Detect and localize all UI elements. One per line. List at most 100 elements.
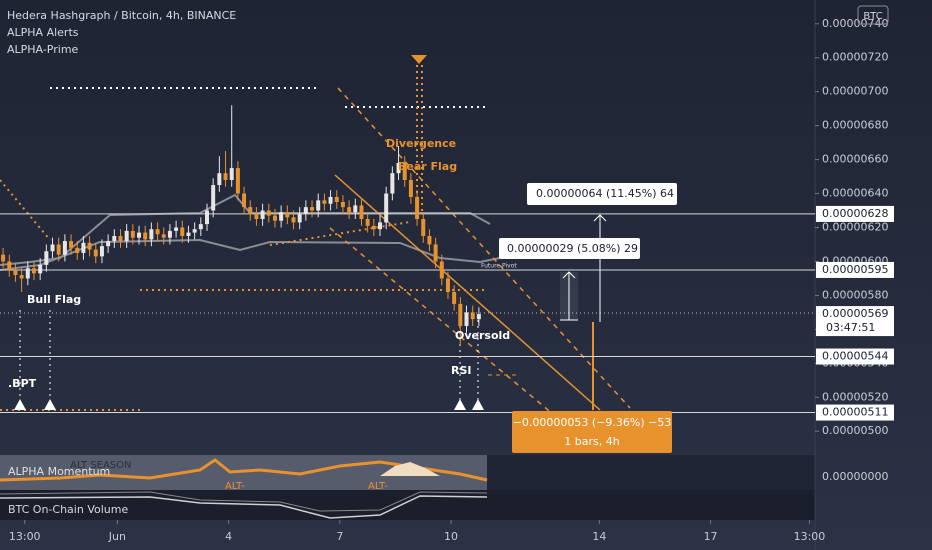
candle-body (285, 212, 290, 218)
candle-body (433, 244, 438, 262)
candle-body (365, 219, 370, 226)
candle-body (439, 261, 444, 279)
candle-body (297, 213, 302, 223)
candle-body (149, 229, 154, 240)
candle-body (390, 173, 395, 194)
candle-body (476, 314, 481, 320)
candle-body (340, 202, 345, 208)
candle-body (452, 292, 457, 304)
indicator-name: ALPHA-Prime (7, 43, 79, 56)
candle-body (242, 193, 247, 208)
candle-body (217, 173, 222, 186)
candle-body (353, 205, 358, 213)
candle-body (235, 168, 240, 194)
candle-body (334, 196, 339, 203)
candle-body (384, 193, 389, 223)
y-tick-label: 0.00000680 (822, 119, 888, 132)
candle-body (161, 234, 166, 238)
candle-body (396, 162, 401, 174)
candle-body (347, 207, 352, 213)
candle-body (204, 210, 209, 225)
annotation: Oversold (455, 329, 510, 342)
candle-body (167, 230, 172, 238)
candle-body (130, 230, 135, 238)
y-tick-label: 0.00000520 (822, 390, 888, 403)
price-box (816, 261, 894, 278)
candle-body (31, 268, 36, 274)
countdown: 03:47:51 (826, 321, 875, 334)
y-tick-label: 0.00000740 (822, 17, 888, 30)
candle-body (174, 227, 179, 231)
y-tick-label: 0.00000500 (822, 424, 888, 437)
x-tick-label: 4 (225, 530, 232, 543)
candle-body (272, 215, 277, 221)
x-tick-label: 17 (704, 530, 718, 543)
candle-body (378, 222, 383, 230)
candle-body (254, 213, 259, 220)
candle-body (13, 269, 18, 276)
measure-box (499, 238, 640, 259)
candle-body (62, 241, 67, 255)
candle-body (316, 200, 321, 211)
candle-body (192, 229, 197, 233)
price-box (816, 404, 894, 421)
candle-body (470, 312, 475, 320)
currency-label: BTC (863, 11, 882, 22)
measure-label: 0.00000064 (11.45%) 64 (536, 187, 674, 200)
y-tick-label: 0.00000720 (822, 51, 888, 64)
pane-axis-label: 0.00000000 (822, 470, 888, 483)
candle-body (56, 244, 61, 255)
candle-body (198, 224, 203, 230)
candle-body (87, 242, 92, 250)
x-tick-label: 10 (444, 530, 458, 543)
volume-pane (0, 490, 815, 520)
y-tick-label: 0.00000620 (822, 221, 888, 234)
last-price-box (816, 306, 894, 337)
candle-body (229, 168, 234, 180)
measure-box (527, 183, 677, 205)
candle-body (421, 219, 426, 236)
candle-body (260, 210, 265, 220)
price-box (816, 348, 894, 365)
candle-body (75, 247, 80, 253)
candle-body (427, 235, 432, 245)
y-tick-label: 0.00000580 (822, 288, 888, 301)
volume-line (0, 495, 488, 519)
indicator-name: ALPHA Alerts (7, 26, 79, 39)
candle-body (81, 242, 86, 253)
candle-body (322, 200, 327, 204)
currency-button[interactable] (857, 5, 889, 25)
candle-body (44, 251, 49, 265)
x-tick-label: 13:00 (794, 530, 826, 543)
candle-body (143, 232, 148, 240)
annotation: Bear Flag (398, 160, 457, 173)
candle-body (69, 241, 74, 248)
candle-body (38, 264, 43, 274)
candle-body (124, 230, 129, 242)
price-label: 0.00000628 (822, 207, 888, 220)
candle-body (25, 268, 30, 279)
annotation: Future Pivot (481, 263, 517, 270)
candle-body (266, 210, 271, 216)
candle-body (211, 185, 216, 211)
candle-body (106, 241, 111, 247)
annotation: Divergence (386, 137, 456, 150)
candle-body (291, 217, 296, 223)
annotation: RSI (451, 364, 472, 377)
pane-title: BTC On-Chain Volume (8, 503, 128, 516)
candle-body (408, 179, 413, 197)
candle-body (112, 235, 117, 242)
measure-box (512, 411, 672, 453)
x-tick-label: 14 (592, 530, 606, 543)
candle-body (186, 232, 191, 236)
indicator-bands (0, 55, 815, 446)
candle-body (155, 229, 160, 235)
pane-label: ALT- (225, 481, 245, 492)
candle-body (310, 207, 315, 211)
candle-body (19, 275, 24, 279)
candle-body (415, 196, 420, 220)
price-box (816, 205, 894, 222)
volume-line-2 (0, 491, 488, 512)
candle-body (50, 244, 55, 252)
